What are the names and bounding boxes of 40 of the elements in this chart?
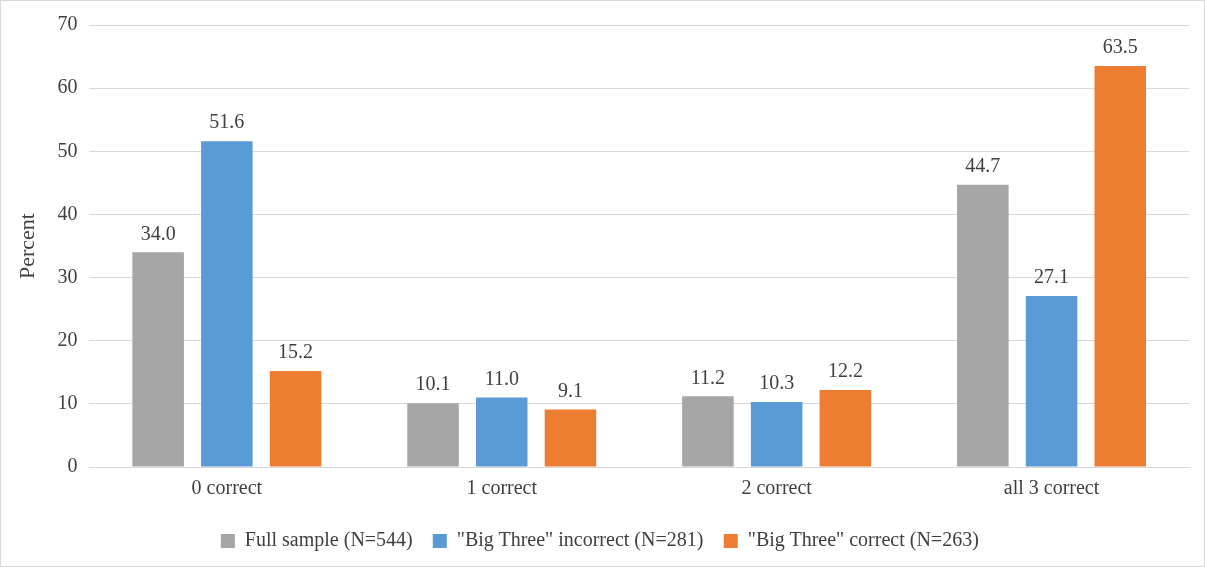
data-label: 27.1: [1034, 265, 1070, 288]
data-label: 9.1: [557, 378, 583, 401]
y-tick-label: 50: [57, 138, 78, 161]
data-label: 12.2: [827, 359, 863, 382]
bar: [682, 396, 734, 467]
data-label: 11.0: [484, 366, 519, 389]
y-tick-label: 70: [57, 12, 78, 35]
data-label: 10.1: [415, 372, 451, 395]
x-tick-label: 0 correct: [191, 476, 263, 499]
bar: [269, 371, 322, 467]
bar: [132, 252, 184, 467]
data-label: 44.7: [965, 154, 1001, 176]
bar: [1094, 66, 1147, 467]
bar: [544, 409, 597, 467]
y-tick-label: 60: [57, 75, 78, 98]
x-tick-label: 2 correct: [741, 476, 813, 499]
bar: [407, 403, 459, 467]
bar: [1025, 295, 1078, 467]
legend-label: Full sample (N=544): [244, 528, 413, 552]
y-tick-label: 0: [67, 454, 78, 477]
data-label: 34.0: [140, 221, 176, 244]
bar: [819, 389, 872, 467]
y-tick-label: 40: [57, 201, 78, 224]
y-tick-label: 10: [57, 391, 78, 414]
legend-label: "Big Three" correct (N=263): [747, 528, 979, 552]
y-tick-label: 30: [57, 264, 78, 287]
bar: [475, 397, 528, 467]
bar: [750, 401, 803, 467]
data-label: 11.2: [690, 365, 726, 388]
bar: [957, 184, 1009, 467]
y-axis-title: Percent: [13, 213, 39, 279]
data-label: 51.6: [209, 110, 245, 133]
data-label: 15.2: [278, 340, 314, 363]
x-tick-label: all 3 correct: [1003, 476, 1100, 499]
data-label: 63.5: [1102, 35, 1138, 58]
x-tick-label: 1 correct: [466, 476, 538, 499]
bar: [201, 141, 253, 467]
legend-label: "Big Three" incorrect (N=281): [456, 528, 704, 552]
data-label: 10.3: [759, 371, 795, 394]
y-tick-label: 20: [57, 327, 78, 350]
